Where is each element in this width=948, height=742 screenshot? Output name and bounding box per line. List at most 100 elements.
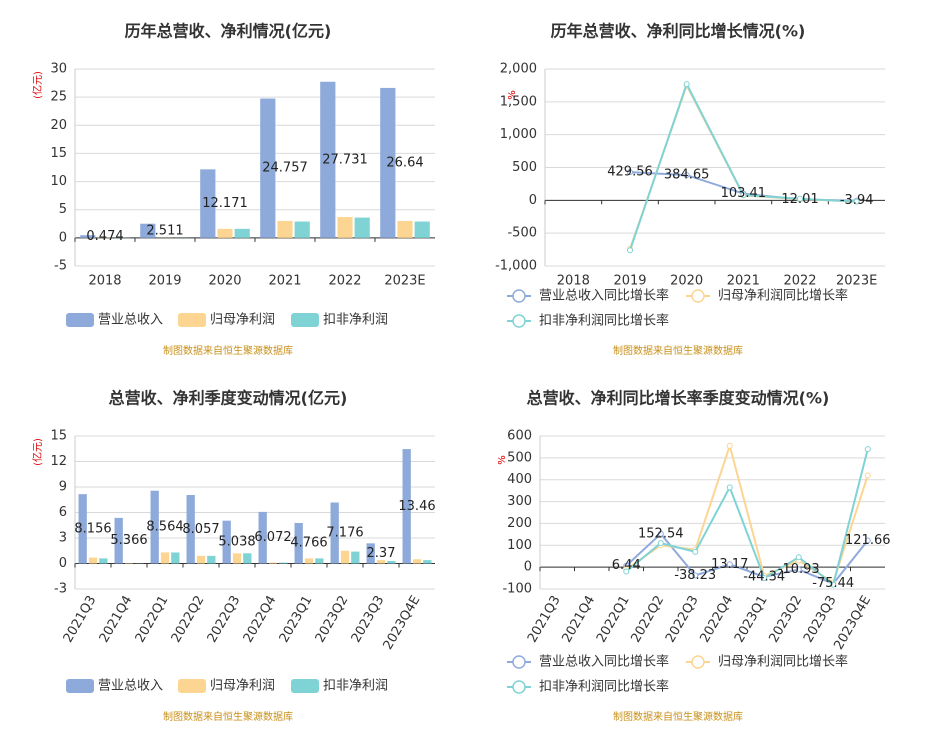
data-label: -3.94 <box>840 193 874 208</box>
y-tick-label: 1,000 <box>500 127 537 142</box>
legend-swatch <box>66 313 94 327</box>
bar <box>88 557 98 564</box>
y-tick-label: 100 <box>507 538 532 553</box>
point <box>657 530 664 537</box>
y-tick-label: 12 <box>50 454 67 469</box>
y-tick-label: 0 <box>59 230 67 245</box>
x-tick-label: 2021Q3 <box>525 593 564 645</box>
point <box>726 484 733 491</box>
y-tick-label: -100 <box>502 582 532 597</box>
point <box>657 540 664 547</box>
y-tick-label: 400 <box>507 472 532 487</box>
legend-label: 归母净利润同比增长率 <box>718 654 848 670</box>
bar <box>304 558 314 564</box>
bar <box>200 169 216 238</box>
point <box>740 192 747 199</box>
x-tick-label: 2023Q3 <box>801 593 840 645</box>
y-tick-label: 3 <box>59 531 67 546</box>
bar <box>330 502 339 564</box>
x-tick-label: 2018 <box>88 274 121 289</box>
y-tick-label: 2,000 <box>500 62 537 77</box>
bar <box>217 228 233 238</box>
data-label: 7.176 <box>326 526 363 541</box>
point <box>726 442 733 449</box>
bar <box>315 558 324 564</box>
legend-label: 营业总收入同比增长率 <box>539 288 669 304</box>
data-label: 121.66 <box>845 533 891 548</box>
legend-marker <box>691 655 705 669</box>
y-tick-label: 25 <box>50 90 67 105</box>
legend-swatch <box>291 313 319 327</box>
data-label: 0.474 <box>86 229 123 244</box>
bar <box>196 555 206 564</box>
data-label: 5.366 <box>110 533 147 548</box>
y-tick-label: 30 <box>50 62 67 77</box>
x-tick-label: 2019 <box>613 274 646 289</box>
x-tick-label: 2023E <box>836 274 877 289</box>
bar <box>294 221 310 238</box>
y-tick-label: -3 <box>54 582 67 597</box>
x-tick-label: 2022Q2 <box>628 593 667 645</box>
legend-marker <box>512 680 526 694</box>
data-label: 27.731 <box>322 152 368 167</box>
bar <box>78 494 87 564</box>
x-tick-label: 2020 <box>670 274 703 289</box>
x-tick-label: 2022Q4 <box>697 593 736 645</box>
legend-label: 营业总收入同比增长率 <box>539 654 669 670</box>
x-tick-label: 2023Q1 <box>277 593 316 645</box>
bar <box>320 81 336 238</box>
y-tick-label: -5 <box>54 259 67 274</box>
source-note: 制图数据来自恒生聚源数据库 <box>613 344 743 357</box>
x-tick-label: 2021 <box>268 274 301 289</box>
chart-title: 历年总营收、净利情况(亿元) <box>125 22 332 41</box>
y-tick-label: 0 <box>59 556 67 571</box>
data-label: 8.057 <box>182 522 219 537</box>
legend-swatch <box>178 679 206 693</box>
y-axis-name: (亿元) <box>31 71 44 99</box>
x-tick-label: 2022 <box>783 274 816 289</box>
legend-label: 归母净利润 <box>210 679 275 694</box>
point <box>692 572 699 579</box>
data-label: -44.34 <box>743 569 785 584</box>
bar <box>380 87 396 238</box>
bar <box>402 449 411 564</box>
y-tick-label: -1,000 <box>495 259 537 274</box>
bar <box>80 235 96 238</box>
data-label: 24.757 <box>262 161 308 176</box>
point <box>864 472 871 479</box>
chart-title: 总营收、净利同比增长率季度变动情况(%) <box>527 389 830 408</box>
x-tick-label: 2022Q1 <box>594 593 633 645</box>
data-label: 8.564 <box>146 520 183 535</box>
data-label: 103.41 <box>721 186 767 201</box>
y-tick-label: 10 <box>50 174 67 189</box>
point <box>761 575 768 582</box>
x-tick-label: 2021Q3 <box>61 593 100 645</box>
bar <box>414 221 430 238</box>
bar <box>99 558 108 564</box>
y-tick-label: 20 <box>50 118 67 133</box>
point <box>683 172 690 179</box>
data-label: 12.01 <box>781 192 818 207</box>
bar <box>279 562 288 564</box>
x-tick-label: 2018 <box>557 274 590 289</box>
y-axis-name: % <box>507 90 518 100</box>
data-label: -75.44 <box>812 576 854 591</box>
legend-marker <box>512 289 526 303</box>
y-tick-label: 600 <box>507 429 532 444</box>
x-tick-label: 2020 <box>208 274 241 289</box>
y-tick-label: 5 <box>59 202 67 217</box>
data-label: 6.44 <box>612 558 641 573</box>
data-label: 26.64 <box>386 155 423 170</box>
point <box>795 554 802 561</box>
x-tick-label: 2023Q1 <box>732 593 771 645</box>
data-label: -10.93 <box>778 562 820 577</box>
y-tick-label: 0 <box>524 560 532 575</box>
data-label: 12.171 <box>202 196 248 211</box>
bar <box>232 553 242 564</box>
point <box>864 537 871 544</box>
bar <box>207 555 216 564</box>
y-tick-label: 300 <box>507 494 532 509</box>
x-tick-label: 2023Q4E <box>381 593 424 652</box>
point <box>795 566 802 573</box>
x-tick-label: 2022Q1 <box>133 593 172 645</box>
